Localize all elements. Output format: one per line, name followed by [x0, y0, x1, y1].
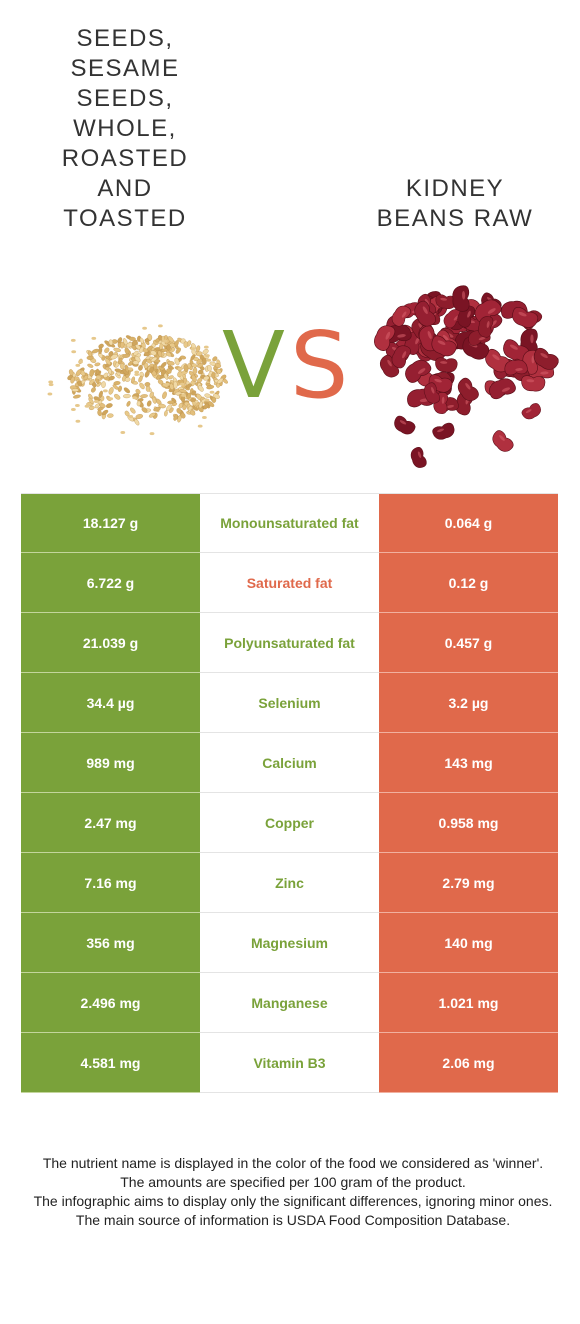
right-value: 140 mg — [379, 913, 558, 973]
kidney-beans-image — [374, 285, 559, 468]
left-value: 989 mg — [21, 733, 200, 793]
title-line: KIDNEY — [405, 175, 505, 202]
nutrient-name: Vitamin B3 — [200, 1033, 379, 1093]
footer-line: The nutrient name is displayed in the co… — [42, 1155, 544, 1171]
title-line: ROASTED — [61, 145, 189, 172]
right-value: 0.457 g — [379, 613, 558, 673]
title-line: WHOLE, — [73, 115, 177, 142]
table-row: 21.039 g Polyunsaturated fat 0.457 g — [21, 613, 558, 673]
right-value: 3.2 µg — [379, 673, 558, 733]
right-value: 2.06 mg — [379, 1033, 558, 1093]
right-value: 143 mg — [379, 733, 558, 793]
nutrient-name: Monounsaturated fat — [200, 493, 379, 553]
table-row: 2.496 mg Manganese 1.021 mg — [21, 973, 558, 1033]
table-row: 7.16 mg Zinc 2.79 mg — [21, 853, 558, 913]
right-value: 1.021 mg — [379, 973, 558, 1033]
left-value: 2.496 mg — [21, 973, 200, 1033]
left-value: 356 mg — [21, 913, 200, 973]
table-row: 2.47 mg Copper 0.958 mg — [21, 793, 558, 853]
left-food-title: SEEDS, SESAME SEEDS, WHOLE, ROASTED AND TOASTE… — [40, 24, 210, 234]
left-value: 7.16 mg — [21, 853, 200, 913]
nutrient-name: Zinc — [200, 853, 379, 913]
title-line: SEEDS, — [76, 85, 174, 112]
right-value: 2.79 mg — [379, 853, 558, 913]
comparison-table: 18.127 g Monounsaturated fat 0.064 g 6.722 … — [21, 493, 558, 1093]
right-value: 0.958 mg — [379, 793, 558, 853]
footer-notes: The nutrient name is displayed in the co… — [28, 1154, 558, 1230]
title-line: SEEDS, — [76, 25, 174, 52]
vs-letter-s: S — [290, 312, 349, 419]
table-row: 989 mg Calcium 143 mg — [21, 733, 558, 793]
footer-line: The main source of information is USDA F… — [75, 1212, 511, 1228]
left-value: 34.4 µg — [21, 673, 200, 733]
right-value: 0.12 g — [379, 553, 558, 613]
sesame-seeds-image — [47, 324, 228, 436]
vs-letter-v: V — [222, 312, 285, 419]
footer-line: The infographic aims to display only the… — [33, 1193, 553, 1209]
table-row: 34.4 µg Selenium 3.2 µg — [21, 673, 558, 733]
nutrient-name: Copper — [200, 793, 379, 853]
title-line: SESAME — [70, 55, 180, 82]
right-value: 0.064 g — [379, 493, 558, 553]
table-row: 6.722 g Saturated fat 0.12 g — [21, 553, 558, 613]
table-row: 18.127 g Monounsaturated fat 0.064 g — [21, 493, 558, 553]
left-value: 2.47 mg — [21, 793, 200, 853]
left-value: 6.722 g — [21, 553, 200, 613]
nutrient-name: Saturated fat — [200, 553, 379, 613]
left-value: 18.127 g — [21, 493, 200, 553]
nutrient-name: Selenium — [200, 673, 379, 733]
footer-line: The amounts are specified per 100 gram o… — [120, 1174, 466, 1190]
nutrient-name: Polyunsaturated fat — [200, 613, 379, 673]
title-line: AND — [97, 175, 153, 202]
title-line: TOASTED — [63, 205, 187, 232]
title-line: BEANS RAW — [376, 205, 534, 232]
table-row: 4.581 mg Vitamin B3 2.06 mg — [21, 1033, 558, 1093]
table-row: 356 mg Magnesium 140 mg — [21, 913, 558, 973]
nutrient-name: Calcium — [200, 733, 379, 793]
right-food-title: KIDNEY BEANS RAW — [360, 174, 550, 234]
nutrient-name: Manganese — [200, 973, 379, 1033]
left-value: 21.039 g — [21, 613, 200, 673]
nutrient-name: Magnesium — [200, 913, 379, 973]
left-value: 4.581 mg — [21, 1033, 200, 1093]
